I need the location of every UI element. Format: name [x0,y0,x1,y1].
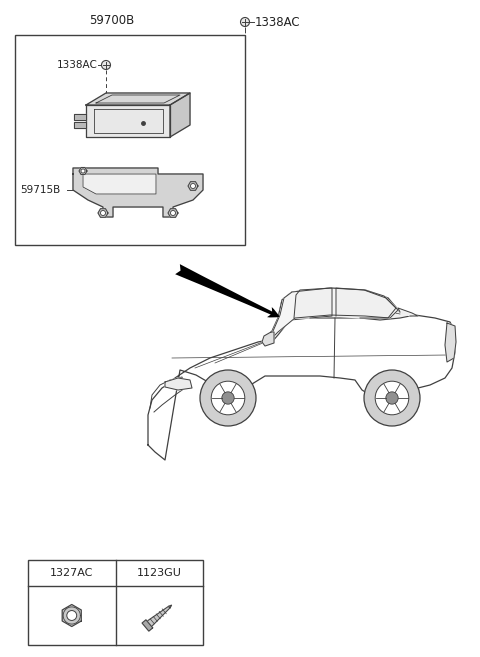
Polygon shape [445,323,456,362]
Circle shape [364,370,420,426]
Polygon shape [270,288,398,338]
Text: 1327AC: 1327AC [50,568,94,578]
Circle shape [67,610,77,620]
Polygon shape [188,182,198,191]
Text: 1338AC: 1338AC [255,16,300,28]
Circle shape [200,370,256,426]
Polygon shape [148,288,455,460]
Polygon shape [73,168,203,217]
Polygon shape [168,209,178,217]
Polygon shape [79,168,87,175]
Polygon shape [398,308,418,316]
Polygon shape [142,620,153,631]
Polygon shape [170,93,190,137]
Polygon shape [74,114,86,120]
Circle shape [386,392,398,404]
Polygon shape [98,209,108,217]
Circle shape [100,210,106,215]
Polygon shape [86,93,190,105]
Polygon shape [168,605,171,608]
Circle shape [101,60,110,70]
Polygon shape [294,288,332,318]
Text: 59700B: 59700B [89,14,134,27]
Polygon shape [147,606,170,627]
Text: 1338AC: 1338AC [57,60,98,70]
Circle shape [211,381,245,415]
Polygon shape [62,604,81,627]
Bar [28,560,203,645]
Polygon shape [165,378,192,390]
Circle shape [222,392,234,404]
Circle shape [170,210,176,215]
Polygon shape [74,122,86,128]
Circle shape [81,169,85,173]
Text: 59715B: 59715B [20,185,60,195]
Bar [15,35,245,245]
Polygon shape [268,288,415,342]
Circle shape [191,183,195,189]
Circle shape [240,18,250,26]
Text: 1123GU: 1123GU [137,568,182,578]
Circle shape [375,381,409,415]
Polygon shape [83,174,156,194]
Polygon shape [86,105,170,137]
Polygon shape [262,332,274,346]
Polygon shape [336,288,396,318]
